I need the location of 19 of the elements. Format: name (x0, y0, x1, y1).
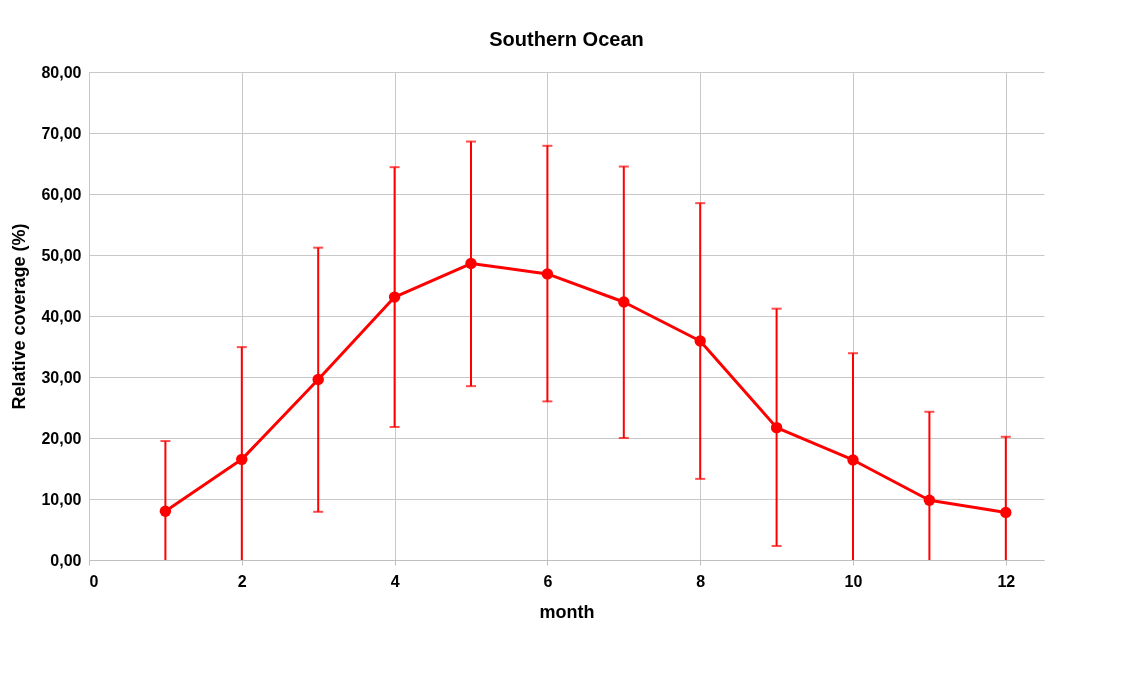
y-axis-title: Relative coverage (%) (9, 223, 30, 410)
y-tick-label: 40,00 (41, 307, 82, 325)
y-tick-label: 50,00 (41, 246, 82, 264)
x-tick-label: 12 (997, 572, 1016, 590)
y-tick-label: 70,00 (41, 124, 82, 142)
y-tick-label: 30,00 (41, 368, 82, 386)
y-tick-label: 80,00 (41, 63, 82, 81)
y-tick-label: 60,00 (41, 185, 82, 203)
x-tick-label: 8 (696, 572, 706, 590)
x-axis-title: month (539, 601, 595, 622)
y-tick-label: 20,00 (41, 429, 82, 447)
y-tick-label: 10,00 (41, 490, 82, 508)
x-tick-label: 4 (390, 572, 400, 590)
x-tick-label: 2 (237, 572, 247, 590)
chart-title: Southern Ocean (489, 28, 644, 50)
x-tick-label: 10 (844, 572, 863, 590)
x-tick-label: 6 (543, 572, 553, 590)
x-tick-label: 0 (89, 572, 99, 590)
y-tick-label: 0,00 (50, 551, 82, 569)
